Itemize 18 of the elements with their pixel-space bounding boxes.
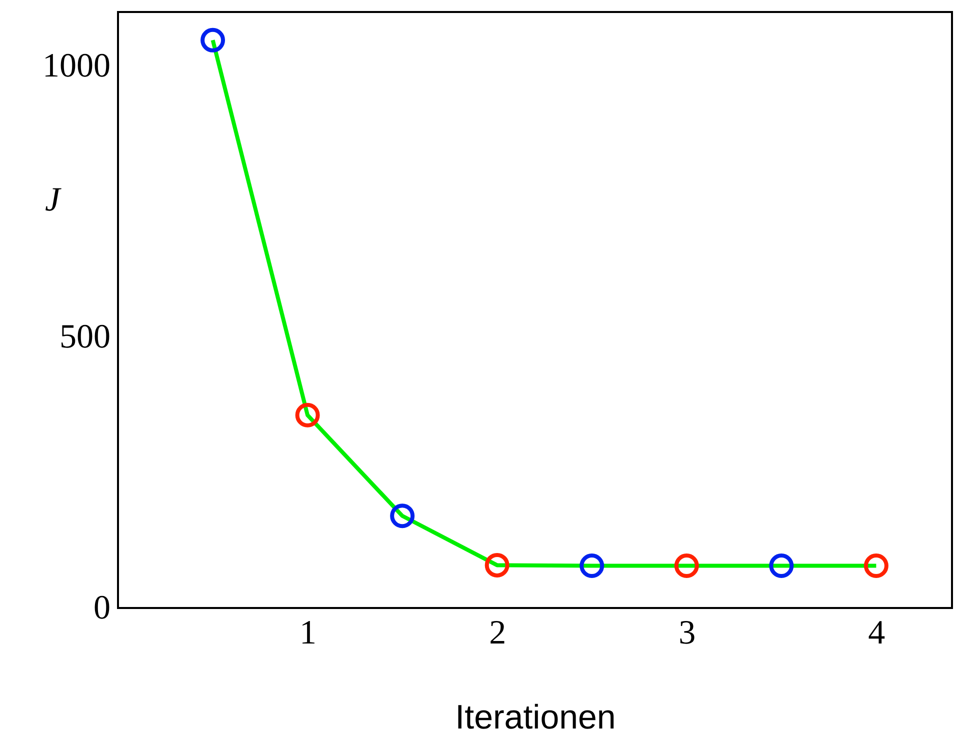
- y-axis-title: J: [44, 182, 62, 218]
- point: [769, 554, 794, 578]
- x-tick-label: 2: [489, 614, 506, 652]
- y-tick-label: 1000: [42, 48, 110, 85]
- x-tick-label: 1: [300, 614, 317, 652]
- point: [580, 554, 604, 578]
- x-tick-label: 4: [868, 614, 886, 652]
- point: [390, 504, 415, 528]
- point: [674, 554, 699, 578]
- y-tick-label: 0: [94, 590, 110, 626]
- y-tick-label: 500: [60, 318, 110, 356]
- point: [484, 552, 510, 578]
- point: [200, 28, 226, 52]
- point: [864, 554, 888, 578]
- line-series: [210, 38, 878, 568]
- x-axis-title: Iterationen: [455, 698, 616, 736]
- point: [295, 402, 320, 428]
- x-tick-label: 3: [678, 614, 696, 652]
